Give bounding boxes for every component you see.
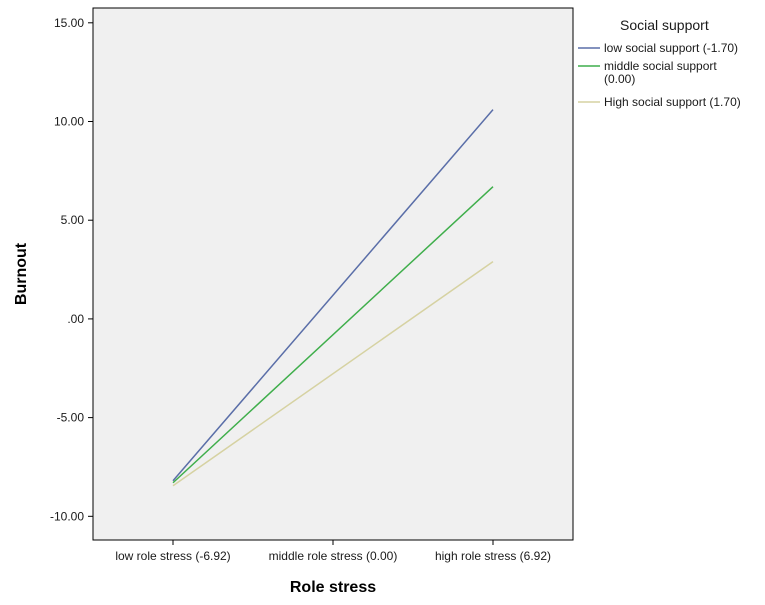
- y-tick-label: -10.00: [50, 509, 84, 523]
- series-line-1: [172, 109, 494, 482]
- x-tick-label: middle role stress (0.00): [269, 549, 398, 563]
- y-axis-title: Burnout: [13, 242, 30, 305]
- series-layer: [172, 109, 494, 487]
- series-line-3: [172, 261, 494, 487]
- legend-entry-2: middle social support: [604, 59, 717, 73]
- legend-entry-2: (0.00): [604, 72, 635, 86]
- y-tick-label: 15.00: [54, 16, 84, 30]
- y-tick-label: -5.00: [57, 411, 85, 425]
- plot-area: [92, 7, 574, 541]
- x-tick-label: low role stress (-6.92): [115, 549, 230, 563]
- legend-entry-3: High social support (1.70): [604, 95, 741, 109]
- y-tick-label: 10.00: [54, 115, 84, 129]
- legend-entry-1: low social support (-1.70): [604, 41, 738, 55]
- x-axis-title: Role stress: [290, 579, 376, 596]
- legend-title: Social support: [620, 17, 709, 33]
- y-axis: 15.00 10.00 5.00 .00 -5.00 -10.00: [50, 16, 93, 523]
- y-tick-label: 5.00: [61, 213, 85, 227]
- x-tick-label: high role stress (6.92): [435, 549, 551, 563]
- series-line-2: [172, 186, 494, 484]
- legend: Social support low social support (-1.70…: [578, 17, 741, 109]
- x-axis: low role stress (-6.92) middle role stres…: [115, 540, 551, 563]
- y-tick-label: .00: [67, 312, 84, 326]
